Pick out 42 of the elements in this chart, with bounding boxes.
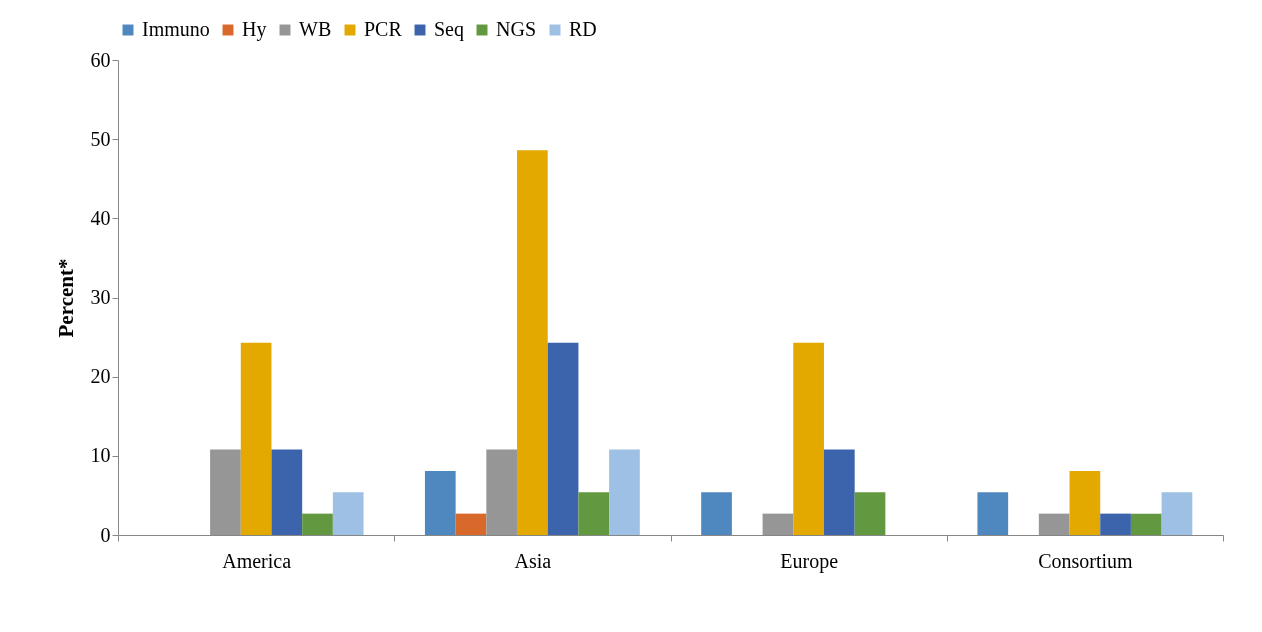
- bar: [486, 449, 518, 535]
- y-tick-label: 0: [100, 523, 111, 546]
- legend-label: Immuno: [142, 18, 210, 40]
- bar: [271, 449, 303, 535]
- bar: [547, 342, 579, 535]
- x-tick-label: Asia: [514, 549, 552, 572]
- legend-label: PCR: [364, 18, 403, 40]
- bar: [578, 492, 610, 535]
- x-tick-label: America: [222, 549, 292, 572]
- bar: [1100, 513, 1131, 535]
- bar: [1161, 492, 1193, 535]
- legend-label: Hy: [242, 18, 267, 41]
- y-tick-label: 30: [90, 286, 111, 308]
- bar: [1069, 470, 1101, 535]
- bar: [854, 492, 886, 535]
- y-axis-title: Percent*: [53, 258, 78, 338]
- bar: [762, 513, 794, 535]
- x-tick-label: Consortium: [1038, 549, 1134, 572]
- y-tick-label: 10: [90, 444, 111, 467]
- x-tick-label: Europe: [780, 549, 839, 573]
- bar: [517, 150, 548, 535]
- legend-label: NGS: [496, 18, 537, 40]
- bar: [977, 492, 1009, 535]
- bar: [793, 342, 824, 535]
- bar: [302, 513, 333, 535]
- bar: [332, 492, 364, 535]
- bar: [1038, 513, 1070, 535]
- y-tick-label: 50: [90, 127, 111, 150]
- bar: [455, 513, 487, 535]
- y-tick-label: 40: [90, 206, 111, 229]
- bar: [609, 449, 640, 535]
- bar: [823, 449, 855, 535]
- bar: [210, 449, 241, 535]
- bar: [1130, 513, 1162, 535]
- bar: [701, 492, 732, 535]
- legend-label: RD: [569, 18, 597, 40]
- y-tick-label: 20: [90, 365, 111, 388]
- legend-label: WB: [299, 18, 332, 40]
- bar: [240, 342, 272, 535]
- legend-label: Seq: [434, 18, 464, 41]
- bar: [424, 470, 456, 535]
- y-tick-label: 60: [90, 48, 111, 71]
